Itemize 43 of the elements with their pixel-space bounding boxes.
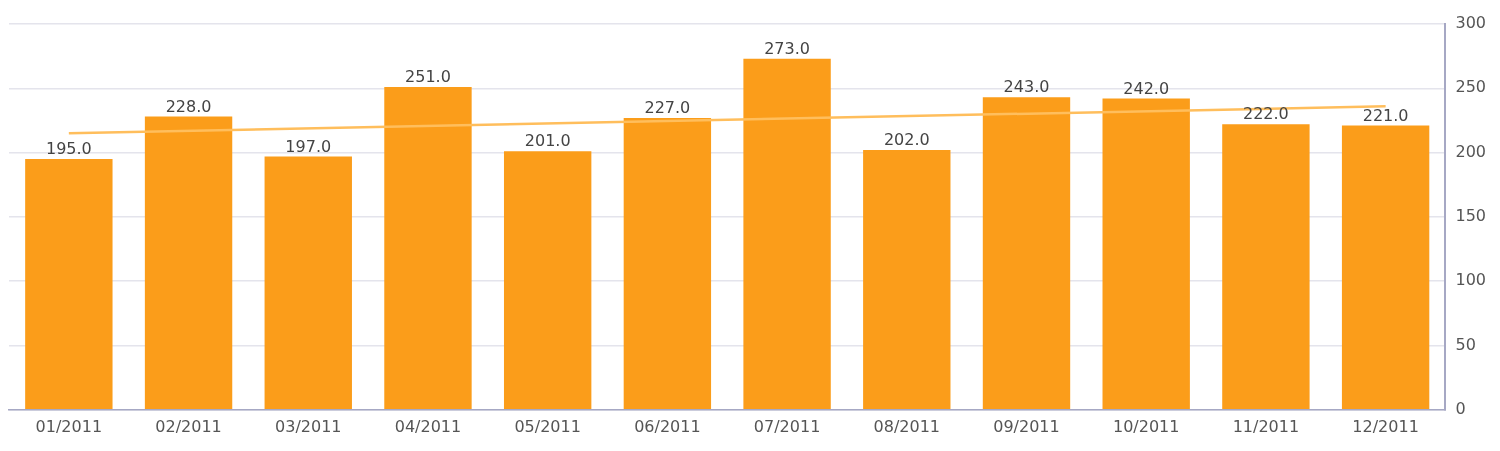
data-label: 273.0 (764, 38, 810, 58)
y-tick-label: 200 (1455, 141, 1487, 161)
x-tick-label: 02/2011 (155, 416, 222, 436)
x-tick-label: 03/2011 (275, 416, 342, 436)
x-tick-label: 05/2011 (514, 416, 581, 436)
bar (503, 151, 592, 410)
data-label: 242.0 (1123, 78, 1170, 98)
data-label: 201.0 (524, 131, 571, 151)
x-tick-label: 07/2011 (753, 416, 821, 436)
data-label: 243.0 (1003, 77, 1050, 97)
x-tick-label: 08/2011 (873, 416, 941, 436)
data-label: 227.0 (644, 98, 691, 118)
bar (982, 97, 1071, 410)
x-tick-label: 11/2011 (1232, 416, 1300, 436)
y-tick-label: 50 (1455, 334, 1476, 354)
bar (1222, 124, 1310, 410)
bar (863, 150, 951, 410)
bar (1102, 98, 1190, 410)
y-tick-label: 0 (1455, 398, 1466, 418)
x-tick-label: 09/2011 (993, 416, 1060, 436)
data-label: 228.0 (165, 96, 212, 116)
x-tick-label: 12/2011 (1352, 416, 1419, 436)
y-tick-label: 300 (1455, 13, 1487, 33)
data-label: 222.0 (1243, 104, 1289, 124)
data-label: 202.0 (883, 130, 930, 150)
bar (25, 159, 113, 410)
y-tick-label: 250 (1455, 77, 1487, 97)
x-tick-label: 10/2011 (1112, 416, 1180, 436)
bar (623, 117, 712, 410)
x-tick-label: 01/2011 (35, 416, 103, 436)
bar (743, 58, 831, 410)
bar (384, 87, 472, 410)
data-label: 197.0 (285, 136, 332, 156)
x-tick-label: 04/2011 (394, 416, 462, 436)
bar (1341, 125, 1430, 410)
data-label: 221.0 (1362, 105, 1409, 125)
bar (264, 156, 352, 410)
y-tick-label: 150 (1455, 206, 1487, 226)
x-tick-label: 06/2011 (634, 416, 701, 436)
y-tick-label: 100 (1455, 270, 1487, 290)
data-label: 195.0 (45, 139, 92, 159)
bar (144, 116, 233, 410)
data-label: 251.0 (405, 67, 451, 87)
